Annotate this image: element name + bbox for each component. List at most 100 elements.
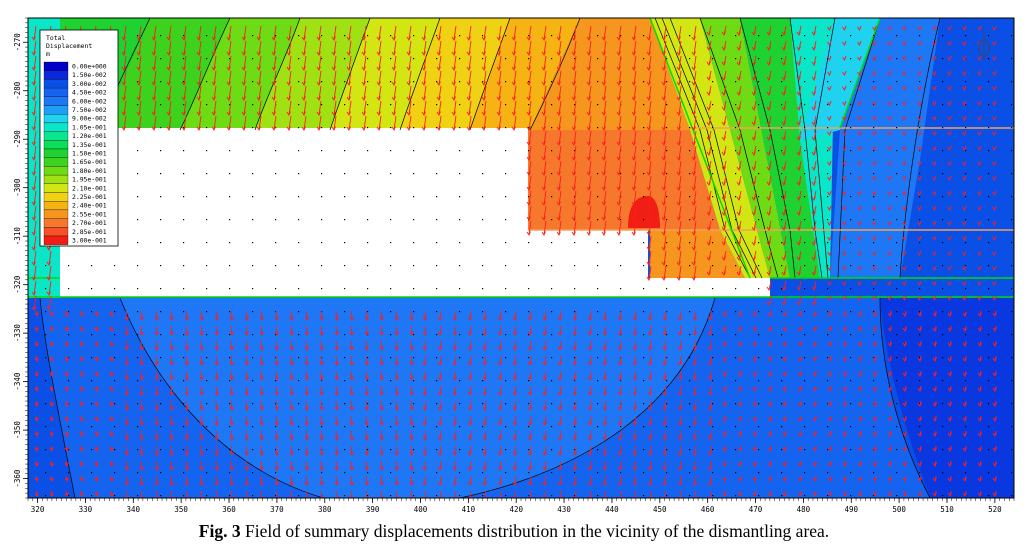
displacement-arrow bbox=[781, 220, 787, 231]
displacement-arrow bbox=[751, 130, 757, 141]
displacement-arrow bbox=[391, 100, 397, 116]
displacement-arrow bbox=[482, 430, 487, 441]
displacement-arrow bbox=[661, 85, 667, 101]
displacement-arrow bbox=[31, 160, 37, 176]
displacement-arrow bbox=[857, 145, 862, 151]
x-tick-label: 510 bbox=[940, 505, 954, 514]
legend-label: 0.00e+000 bbox=[72, 63, 107, 71]
mesh-node bbox=[551, 265, 553, 267]
mesh-node bbox=[137, 219, 139, 221]
x-tick-label: 490 bbox=[844, 505, 858, 514]
displacement-arrow bbox=[632, 445, 637, 456]
mesh-node bbox=[183, 265, 185, 267]
displacement-arrow bbox=[557, 385, 562, 396]
displacement-arrow bbox=[691, 130, 697, 146]
displacement-arrow bbox=[271, 70, 277, 86]
displacement-arrow bbox=[647, 475, 652, 486]
mesh-node bbox=[252, 426, 254, 428]
displacement-arrow bbox=[857, 295, 862, 301]
mesh-node bbox=[1011, 196, 1013, 198]
mesh-node bbox=[505, 81, 507, 83]
displacement-arrow bbox=[437, 400, 442, 411]
mesh-node bbox=[666, 288, 668, 290]
mesh-node bbox=[298, 127, 300, 129]
mesh-node bbox=[482, 219, 484, 221]
legend-swatch bbox=[43, 96, 69, 106]
displacement-arrow bbox=[977, 55, 982, 61]
displacement-arrow bbox=[977, 235, 982, 241]
displacement-arrow bbox=[857, 445, 862, 452]
mesh-node bbox=[45, 495, 47, 497]
displacement-arrow bbox=[661, 130, 667, 146]
mesh-node bbox=[988, 380, 990, 382]
mesh-node bbox=[643, 449, 645, 451]
displacement-arrow bbox=[421, 100, 427, 116]
displacement-arrow bbox=[796, 55, 802, 66]
displacement-arrow bbox=[586, 130, 592, 146]
displacement-arrow bbox=[601, 85, 607, 101]
mesh-node bbox=[183, 311, 185, 313]
mesh-node bbox=[229, 219, 231, 221]
band-5 bbox=[255, 18, 370, 130]
displacement-arrow bbox=[932, 130, 937, 136]
displacement-arrow bbox=[64, 430, 69, 437]
displacement-arrow bbox=[34, 430, 39, 437]
displacement-arrow bbox=[169, 460, 174, 471]
displacement-arrow bbox=[571, 130, 577, 146]
mesh-node bbox=[344, 311, 346, 313]
displacement-arrow bbox=[422, 430, 427, 441]
displacement-arrow bbox=[379, 415, 384, 426]
displacement-arrow bbox=[917, 235, 922, 241]
displacement-arrow bbox=[947, 100, 952, 106]
displacement-arrow bbox=[902, 460, 907, 467]
displacement-arrow bbox=[977, 145, 982, 151]
mesh-node bbox=[298, 288, 300, 290]
mesh-node bbox=[206, 265, 208, 267]
displacement-arrow bbox=[842, 475, 847, 482]
band-3 bbox=[100, 18, 230, 130]
mesh-node bbox=[666, 58, 668, 60]
displacement-arrow bbox=[722, 370, 727, 377]
mesh-node bbox=[712, 288, 714, 290]
displacement-arrow bbox=[421, 55, 427, 71]
mesh-node bbox=[298, 35, 300, 37]
displacement-arrow bbox=[304, 325, 309, 336]
displacement-arrow bbox=[259, 355, 264, 366]
displacement-arrow bbox=[572, 445, 577, 456]
mesh-node bbox=[896, 288, 898, 290]
displacement-arrow bbox=[394, 325, 399, 336]
displacement-arrow bbox=[511, 115, 517, 131]
mesh-node bbox=[321, 104, 323, 106]
displacement-arrow bbox=[857, 385, 862, 392]
mesh-node bbox=[689, 173, 691, 175]
displacement-arrow bbox=[827, 40, 832, 46]
displacement-arrow bbox=[631, 145, 637, 161]
displacement-arrow bbox=[872, 160, 877, 166]
displacement-arrow bbox=[721, 70, 727, 81]
displacement-arrow bbox=[842, 205, 847, 211]
displacement-arrow bbox=[947, 325, 952, 332]
displacement-arrow bbox=[376, 85, 382, 101]
displacement-arrow bbox=[737, 355, 742, 362]
displacement-arrow bbox=[467, 460, 472, 471]
displacement-arrow bbox=[932, 250, 937, 256]
displacement-arrow bbox=[364, 430, 369, 441]
mesh-node bbox=[1011, 380, 1013, 382]
displacement-arrow bbox=[541, 190, 547, 206]
mesh-node bbox=[804, 127, 806, 129]
displacement-arrow bbox=[962, 70, 967, 76]
mesh-node bbox=[252, 196, 254, 198]
displacement-arrow bbox=[94, 340, 99, 347]
displacement-arrow bbox=[782, 415, 787, 422]
displacement-arrow bbox=[166, 55, 172, 71]
mesh-node bbox=[367, 81, 369, 83]
displacement-arrow bbox=[421, 115, 427, 131]
displacement-arrow bbox=[857, 250, 862, 256]
mesh-node bbox=[413, 35, 415, 37]
displacement-arrow bbox=[767, 340, 772, 347]
mesh-node bbox=[597, 311, 599, 313]
displacement-arrow bbox=[319, 415, 324, 426]
displacement-arrow bbox=[781, 175, 787, 186]
displacement-arrow bbox=[662, 340, 667, 351]
mesh-node bbox=[413, 219, 415, 221]
